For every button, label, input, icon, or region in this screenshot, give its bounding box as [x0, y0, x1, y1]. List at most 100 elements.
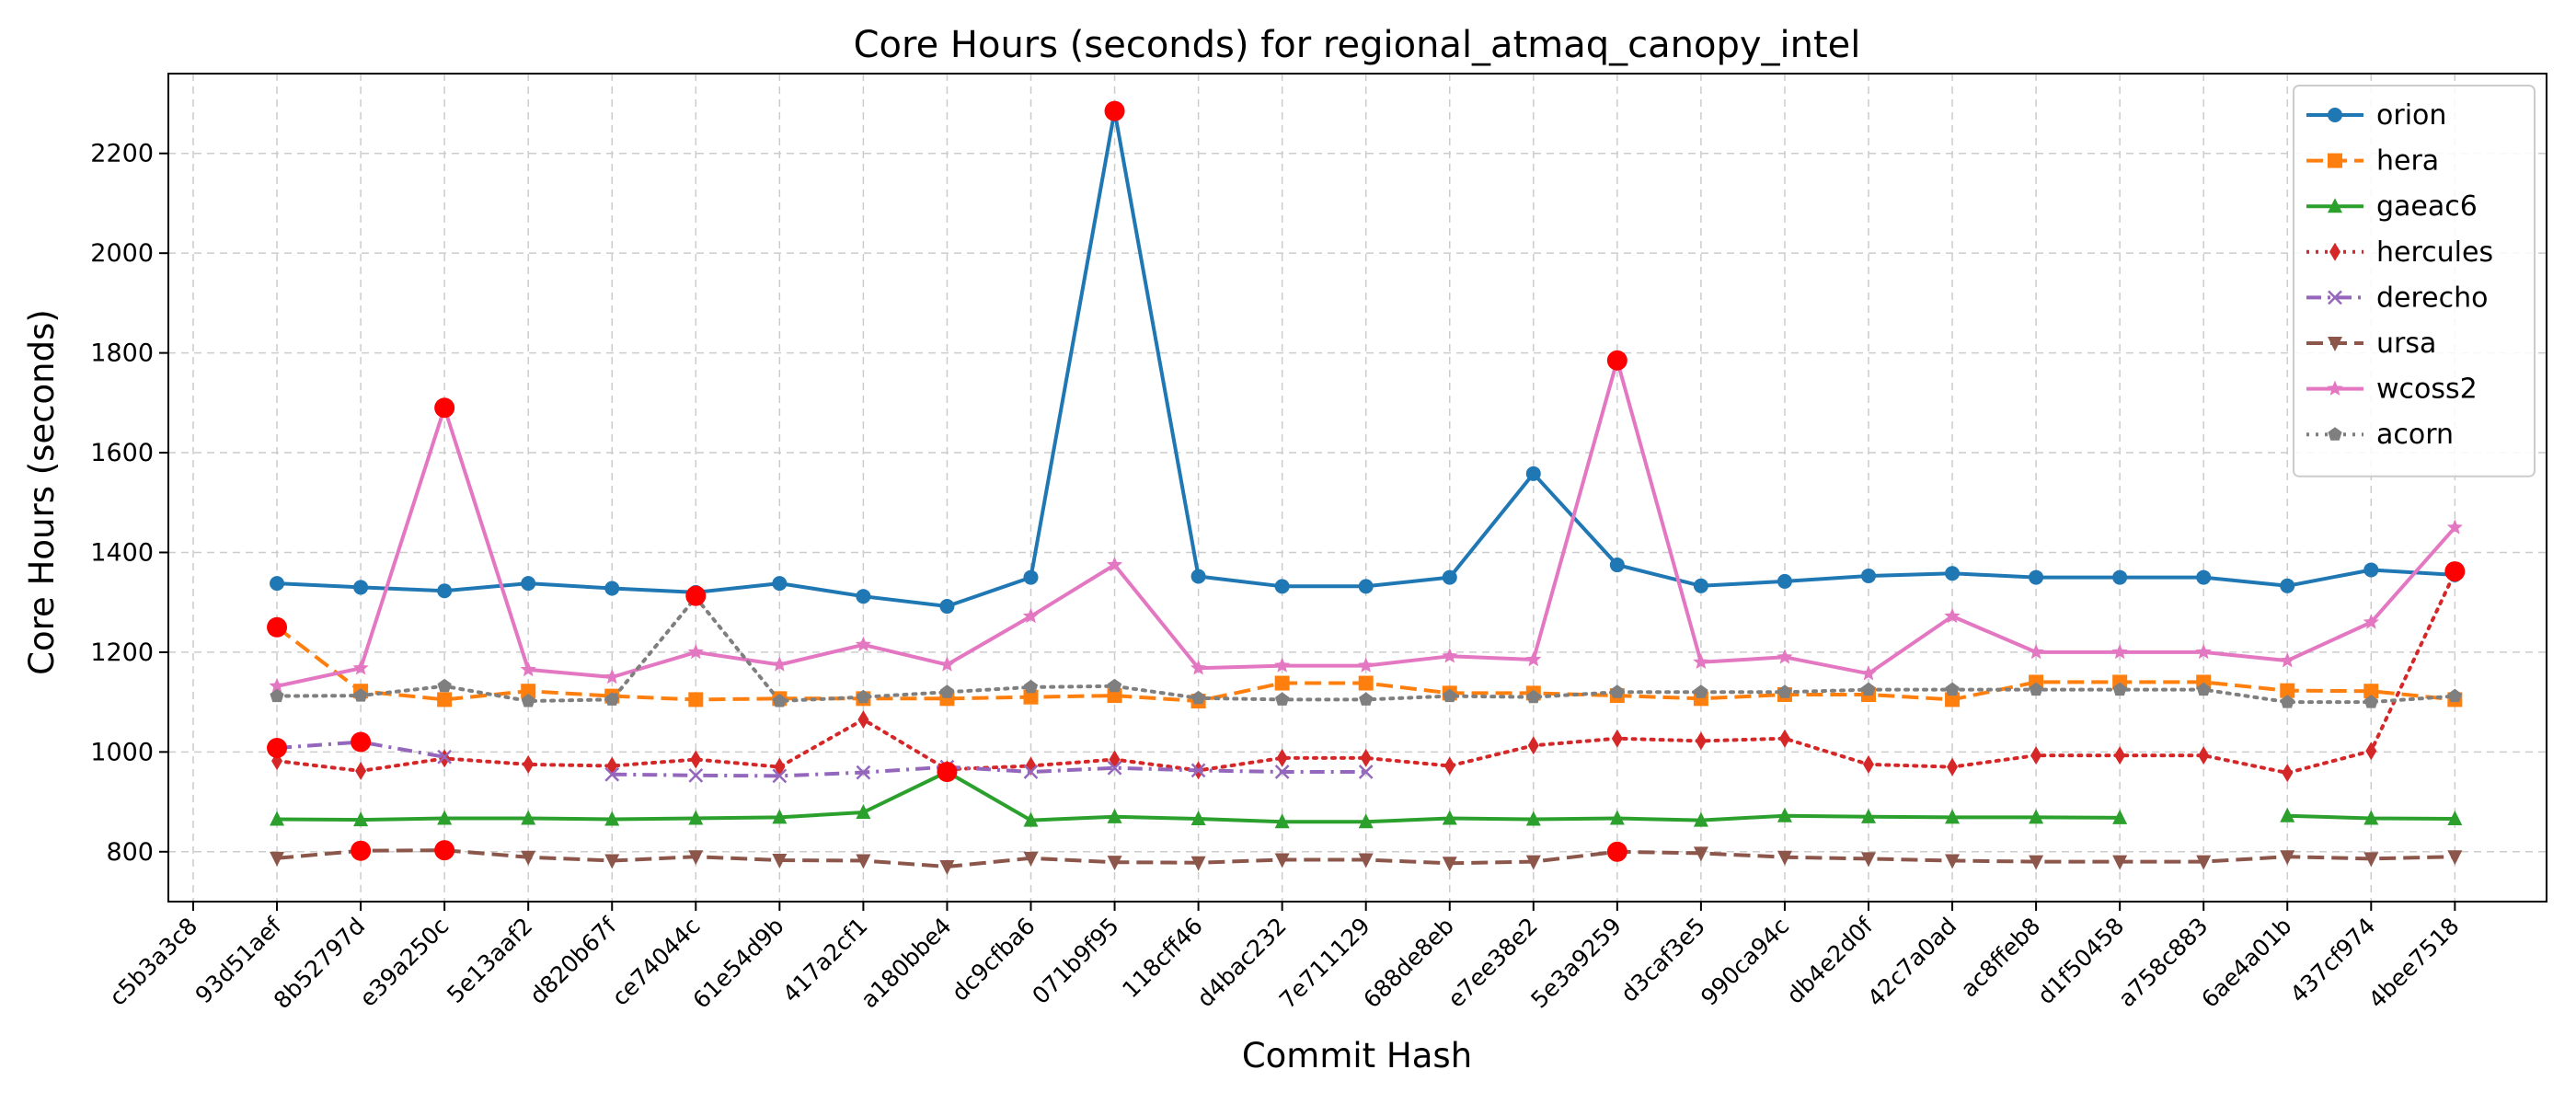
- legend-label: ursa: [2376, 328, 2436, 360]
- data-point-ursa: [2280, 850, 2295, 866]
- data-point-hercules: [857, 710, 869, 730]
- data-point-wcoss2: [352, 660, 369, 675]
- data-point-gaeac6: [1358, 813, 1374, 829]
- data-point-acorn: [2112, 682, 2127, 696]
- data-point-gaeac6: [688, 810, 704, 825]
- data-point-ursa: [1693, 846, 1708, 862]
- data-point-acorn: [1861, 682, 1876, 696]
- data-point-wcoss2: [2446, 519, 2463, 535]
- data-point-acorn: [2447, 688, 2462, 703]
- data-point-wcoss2: [1022, 607, 1040, 624]
- data-point-gaeac6: [1525, 811, 1541, 826]
- data-point-acorn: [1443, 688, 1457, 703]
- plot-frame: [167, 73, 2547, 903]
- highlight-point: [1606, 350, 1627, 371]
- data-point-wcoss2: [855, 636, 871, 652]
- data-point-hera: [1358, 675, 1374, 691]
- y-axis: 800 1000 1200 1400 1600 1800 2000 2200: [90, 140, 168, 867]
- legend-marker: [2328, 427, 2342, 441]
- data-point-derecho: [1274, 765, 1290, 779]
- y-tick-label: 2000: [90, 239, 154, 268]
- data-point-wcoss2: [2111, 643, 2128, 660]
- data-point-hera: [437, 692, 453, 707]
- data-point-orion: [604, 581, 620, 596]
- data-point-ursa: [604, 854, 620, 869]
- legend-box: [2293, 85, 2536, 477]
- data-point-orion: [1358, 579, 1374, 594]
- data-point-acorn: [1526, 689, 1541, 704]
- legend-item-gaeac6: gaeac6: [2306, 190, 2478, 223]
- data-point-hercules: [1360, 748, 1372, 767]
- data-point-ursa: [2196, 855, 2212, 870]
- series-gaeac6: [270, 764, 2463, 829]
- data-point-acorn: [1191, 690, 1206, 705]
- data-point-acorn: [2029, 682, 2043, 696]
- data-point-orion: [270, 576, 285, 592]
- data-point-wcoss2: [687, 643, 704, 660]
- data-point-acorn: [1777, 684, 1792, 698]
- y-tick-label: 1800: [90, 339, 154, 368]
- data-point-gaeac6: [2447, 811, 2463, 825]
- data-point-hercules: [1276, 748, 1288, 767]
- data-point-hera: [2363, 684, 2379, 699]
- data-point-orion: [521, 576, 536, 592]
- highlight-point: [2444, 561, 2466, 582]
- legend-marker: [2328, 290, 2342, 305]
- data-point-acorn: [604, 692, 619, 706]
- data-point-gaeac6: [1693, 811, 1708, 827]
- legend-item-wcoss2: wcoss2: [2306, 374, 2478, 406]
- data-point-derecho: [1023, 765, 1039, 779]
- data-point-orion: [939, 599, 955, 615]
- data-point-wcoss2: [1693, 653, 1709, 669]
- data-point-hera: [1023, 689, 1039, 705]
- data-point-ursa: [1442, 857, 1457, 872]
- data-point-derecho: [1358, 765, 1374, 779]
- data-point-hercules: [1695, 731, 1707, 751]
- data-point-acorn: [772, 694, 787, 707]
- series-wcoss2: [269, 351, 2463, 694]
- data-point-ursa: [1358, 853, 1374, 868]
- series-line-derecho: [612, 765, 1366, 778]
- legend-item-hercules: hercules: [2306, 236, 2493, 269]
- data-point-orion: [353, 580, 369, 595]
- data-point-orion: [772, 576, 788, 592]
- data-point-derecho: [1107, 760, 1122, 776]
- data-point-derecho: [856, 765, 871, 780]
- data-point-hera: [688, 692, 704, 707]
- data-point-wcoss2: [1274, 657, 1291, 673]
- data-point-wcoss2: [604, 669, 620, 684]
- legend-marker: [2329, 242, 2340, 261]
- data-point-wcoss2: [2363, 614, 2379, 629]
- data-point-derecho: [437, 749, 453, 765]
- data-point-gaeac6: [772, 809, 788, 824]
- data-point-acorn: [1945, 682, 1960, 696]
- highlight-point: [1606, 841, 1627, 862]
- legend-item-hera: hera: [2306, 145, 2439, 178]
- data-point-acorn: [270, 688, 284, 703]
- data-point-gaeac6: [1945, 809, 1961, 824]
- data-point-hera: [2280, 683, 2295, 698]
- data-point-ursa: [1525, 855, 1541, 870]
- data-point-ursa: [2447, 850, 2463, 866]
- data-point-wcoss2: [2195, 643, 2212, 660]
- data-point-hercules: [2114, 746, 2126, 765]
- data-point-acorn: [437, 678, 452, 693]
- legend-item-ursa: ursa: [2306, 328, 2436, 360]
- data-point-acorn: [856, 689, 870, 704]
- legend-label: orion: [2376, 99, 2446, 132]
- legend: orion hera gaeac6 hercules derecho ursa wcoss2…: [2293, 85, 2536, 477]
- highlight-point: [351, 840, 372, 861]
- data-point-orion: [1023, 569, 1039, 585]
- data-point-acorn: [1275, 692, 1290, 706]
- y-tick-label: 1200: [90, 638, 154, 667]
- series-orion: [270, 103, 2463, 615]
- data-point-gaeac6: [1107, 808, 1122, 823]
- data-point-orion: [1609, 558, 1625, 573]
- data-point-hercules: [2282, 764, 2294, 783]
- data-point-acorn: [2363, 695, 2378, 708]
- legend-marker: [2328, 198, 2342, 213]
- data-point-derecho: [772, 768, 788, 784]
- legend-label: hercules: [2376, 236, 2493, 269]
- legend-item-derecho: derecho: [2306, 282, 2489, 314]
